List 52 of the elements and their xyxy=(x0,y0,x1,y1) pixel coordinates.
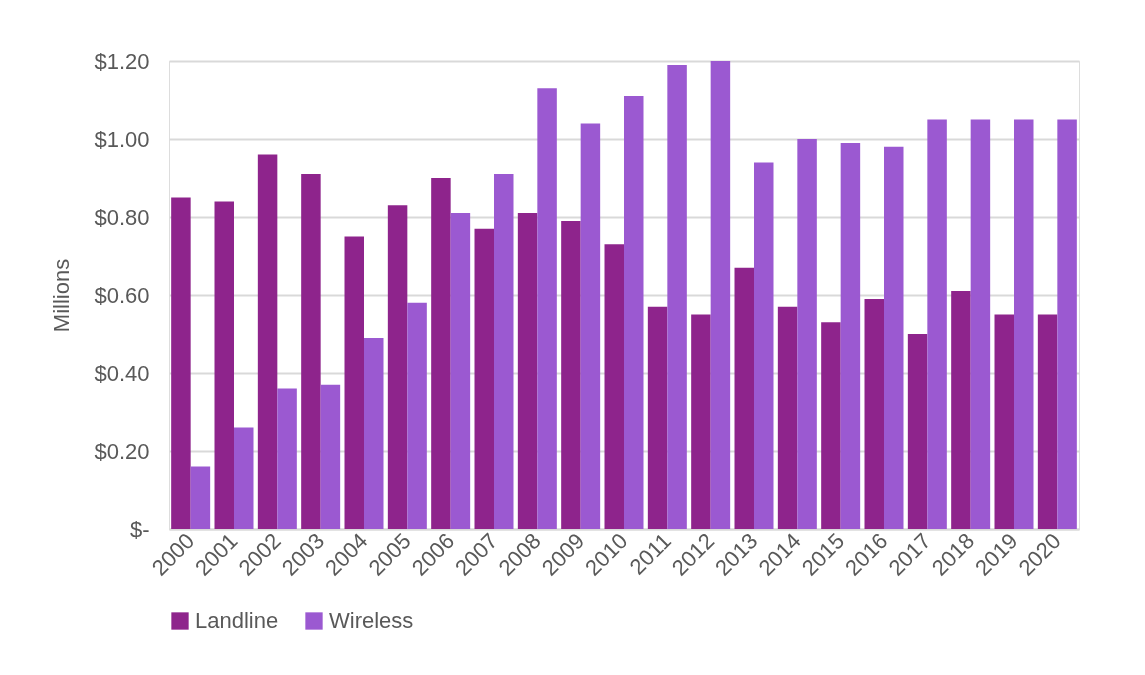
bar xyxy=(884,146,904,529)
bar xyxy=(734,267,754,529)
bar xyxy=(907,334,928,529)
bar xyxy=(951,291,971,529)
bar xyxy=(474,228,494,529)
bar xyxy=(821,322,841,529)
bar xyxy=(667,64,687,529)
bar xyxy=(344,236,364,529)
bar xyxy=(580,123,601,529)
bar xyxy=(214,201,234,529)
bar xyxy=(927,119,947,529)
bar xyxy=(864,298,884,529)
bar xyxy=(1014,119,1034,529)
bar xyxy=(624,96,644,529)
y-tick-label: $- xyxy=(129,516,150,542)
bar xyxy=(517,213,538,529)
bar xyxy=(407,302,427,529)
bar xyxy=(604,244,624,529)
bar xyxy=(537,88,557,529)
bar xyxy=(561,220,581,529)
bar xyxy=(777,306,798,529)
y-tick-label: $0.80 xyxy=(94,204,150,230)
y-tick-label: $0.40 xyxy=(94,360,150,386)
bar xyxy=(190,466,211,529)
bar xyxy=(994,314,1014,529)
bar xyxy=(387,205,408,529)
bar xyxy=(691,314,711,529)
y-tick-label: $0.60 xyxy=(94,282,150,308)
bar xyxy=(1057,119,1077,529)
bar xyxy=(364,337,384,529)
y-tick-label: $1.20 xyxy=(94,48,150,74)
legend-label: Landline xyxy=(195,608,279,633)
bar xyxy=(710,61,731,529)
bar xyxy=(494,174,514,529)
bar xyxy=(171,197,191,529)
bar xyxy=(301,174,321,529)
y-axis-title: Millions xyxy=(49,258,75,333)
bar xyxy=(320,384,341,529)
bar xyxy=(234,427,254,529)
bar xyxy=(431,178,451,529)
bar xyxy=(647,306,668,529)
bar xyxy=(840,142,861,529)
bar xyxy=(797,139,817,529)
y-tick-label: $0.20 xyxy=(94,438,150,464)
y-tick-label: $1.00 xyxy=(94,126,150,152)
bar xyxy=(257,154,278,529)
bar xyxy=(970,119,991,529)
bar xyxy=(450,213,471,529)
bar xyxy=(754,162,774,529)
legend-label: Wireless xyxy=(329,608,414,633)
bar xyxy=(277,388,297,529)
bar xyxy=(1037,314,1058,529)
